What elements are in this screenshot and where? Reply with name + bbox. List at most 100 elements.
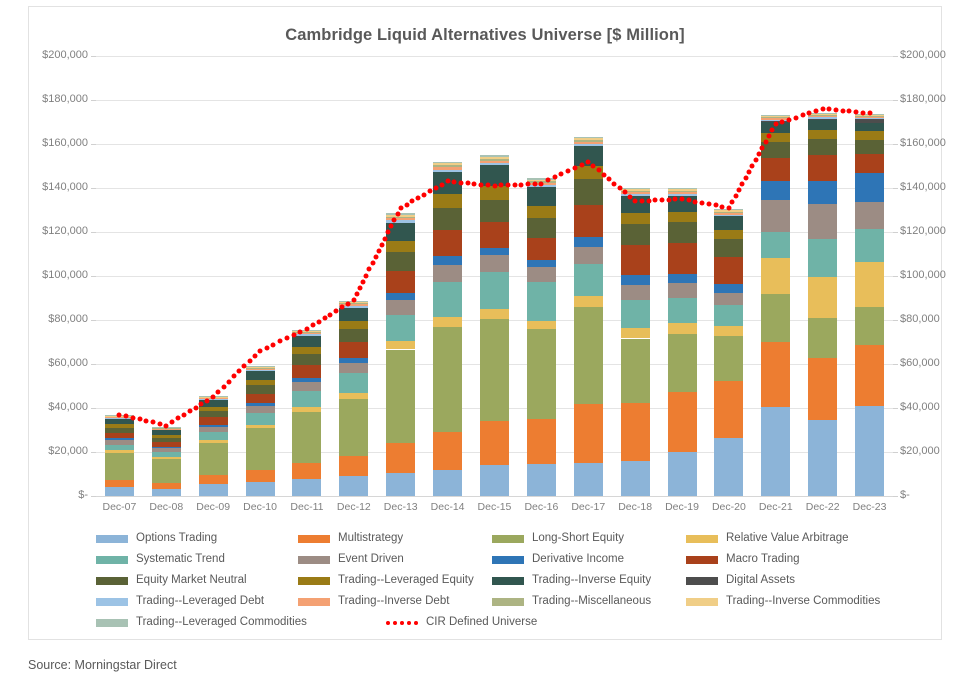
cir-line-dot — [558, 171, 564, 177]
cir-line-dot — [143, 418, 149, 424]
legend-item[interactable]: Trading--Leveraged Commodities — [96, 612, 307, 633]
legend-item[interactable]: Systematic Trend — [96, 549, 225, 570]
stacked-bar[interactable] — [339, 300, 369, 496]
bar-segment — [761, 115, 791, 117]
bar-segment — [855, 131, 885, 140]
bar-segment — [480, 222, 509, 248]
cir-line-dot — [221, 384, 227, 390]
y-axis-tick-mark — [91, 408, 96, 409]
bar-segment — [386, 220, 416, 223]
bar-segment — [714, 292, 744, 306]
legend-item[interactable]: Trading--Leveraged Equity — [298, 570, 474, 591]
legend-item[interactable]: Trading--Leveraged Debt — [96, 591, 264, 612]
cir-line-dot — [157, 421, 163, 427]
bar-segment — [808, 116, 838, 118]
legend-label: Trading--Inverse Debt — [338, 594, 450, 607]
bar-segment — [292, 412, 322, 464]
bar-segment — [620, 190, 650, 193]
cir-line-dot — [175, 415, 181, 421]
y-axis-tick-mark — [893, 408, 898, 409]
legend-item[interactable]: Multistrategy — [298, 528, 403, 549]
y-axis-tick-label: $20,000 — [900, 445, 940, 457]
cir-line-dot — [652, 197, 658, 203]
legend-item[interactable]: Event Driven — [298, 549, 404, 570]
legend-item[interactable]: Long-Short Equity — [492, 528, 624, 549]
bar-segment — [245, 403, 275, 407]
y-axis-tick-mark — [893, 232, 898, 233]
legend-item[interactable]: Trading--Inverse Equity — [492, 570, 651, 591]
bar-segment — [526, 267, 556, 282]
y-axis-tick-mark — [893, 144, 898, 145]
bar-segment — [855, 306, 885, 346]
cir-line-dot — [310, 322, 316, 328]
bar-segment — [573, 264, 603, 296]
legend-item[interactable]: Derivative Income — [492, 549, 624, 570]
x-axis-tick-label: Dec-19 — [665, 501, 699, 513]
bar-segment — [573, 139, 603, 142]
stacked-bar[interactable] — [667, 188, 697, 496]
stacked-bar[interactable] — [433, 161, 463, 496]
cir-line-dot — [733, 193, 739, 199]
y-axis-tick-mark — [893, 188, 898, 189]
bar-segment — [339, 373, 369, 393]
cir-line-dot — [181, 412, 187, 418]
legend-item[interactable]: Equity Market Neutral — [96, 570, 247, 591]
legend-color-swatch — [298, 555, 330, 564]
legend-label: Relative Value Arbitrage — [726, 531, 849, 544]
bar-segment — [151, 427, 181, 429]
bar-segment — [292, 335, 322, 348]
legend-label: Trading--Leveraged Debt — [136, 594, 265, 607]
bar-segment — [386, 292, 416, 300]
cir-line-dot — [370, 260, 376, 266]
x-axis-tick-label: Dec-18 — [618, 501, 653, 513]
stacked-bar[interactable] — [198, 395, 228, 496]
cir-line-dot — [150, 419, 156, 425]
bar-segment — [339, 301, 369, 304]
stacked-bar[interactable] — [480, 155, 509, 496]
legend-row: Equity Market Neutral Trading--Leveraged … — [96, 570, 896, 591]
cir-line-dot — [415, 195, 421, 201]
stacked-bar[interactable] — [620, 187, 650, 496]
bar-segment — [620, 299, 650, 328]
cir-line-dot — [284, 335, 290, 341]
bar-segment — [761, 157, 791, 182]
bar-segment — [292, 331, 322, 334]
stacked-bar[interactable] — [855, 114, 885, 496]
stacked-bar[interactable] — [386, 213, 416, 496]
stacked-bar[interactable] — [292, 329, 322, 496]
gridline — [96, 144, 893, 145]
legend-item[interactable]: CIR Defined Universe — [386, 612, 537, 633]
bar-segment — [480, 271, 509, 310]
stacked-bar[interactable] — [245, 365, 275, 496]
legend-row: Options Trading Multistrategy Long-Short E… — [96, 528, 896, 549]
stacked-bar[interactable] — [808, 112, 838, 496]
y-axis-tick-label: $180,000 — [42, 93, 88, 105]
legend-item[interactable]: Trading--Inverse Debt — [298, 591, 449, 612]
stacked-bar[interactable] — [714, 209, 744, 496]
bar-segment — [292, 353, 322, 365]
bar-segment — [761, 121, 791, 123]
bar-segment — [245, 393, 275, 404]
stacked-bar[interactable] — [104, 415, 134, 496]
legend-item[interactable]: Relative Value Arbitrage — [686, 528, 849, 549]
legend-item[interactable]: Macro Trading — [686, 549, 800, 570]
y-axis-tick-mark — [893, 496, 898, 497]
legend-item[interactable]: Digital Assets — [686, 570, 795, 591]
bar-segment — [620, 338, 650, 404]
bar-segment — [761, 181, 791, 200]
legend-item[interactable]: Trading--Inverse Commodities — [686, 591, 880, 612]
bar-segment — [480, 421, 509, 465]
stacked-bar[interactable] — [761, 115, 791, 496]
stacked-bar[interactable] — [573, 136, 603, 496]
x-axis-tick-label: Dec-08 — [149, 501, 184, 513]
stacked-bar[interactable] — [526, 178, 556, 496]
bar-segment — [714, 335, 744, 382]
legend-item[interactable]: Trading--Miscellaneous — [492, 591, 651, 612]
bar-segment — [480, 318, 509, 422]
y-axis-tick-label: $100,000 — [900, 269, 946, 281]
cir-line-dot — [379, 242, 385, 248]
legend-item[interactable]: Options Trading — [96, 528, 217, 549]
stacked-bar[interactable] — [151, 426, 181, 496]
bar-segment — [151, 429, 181, 436]
cir-line-dot — [236, 368, 242, 374]
